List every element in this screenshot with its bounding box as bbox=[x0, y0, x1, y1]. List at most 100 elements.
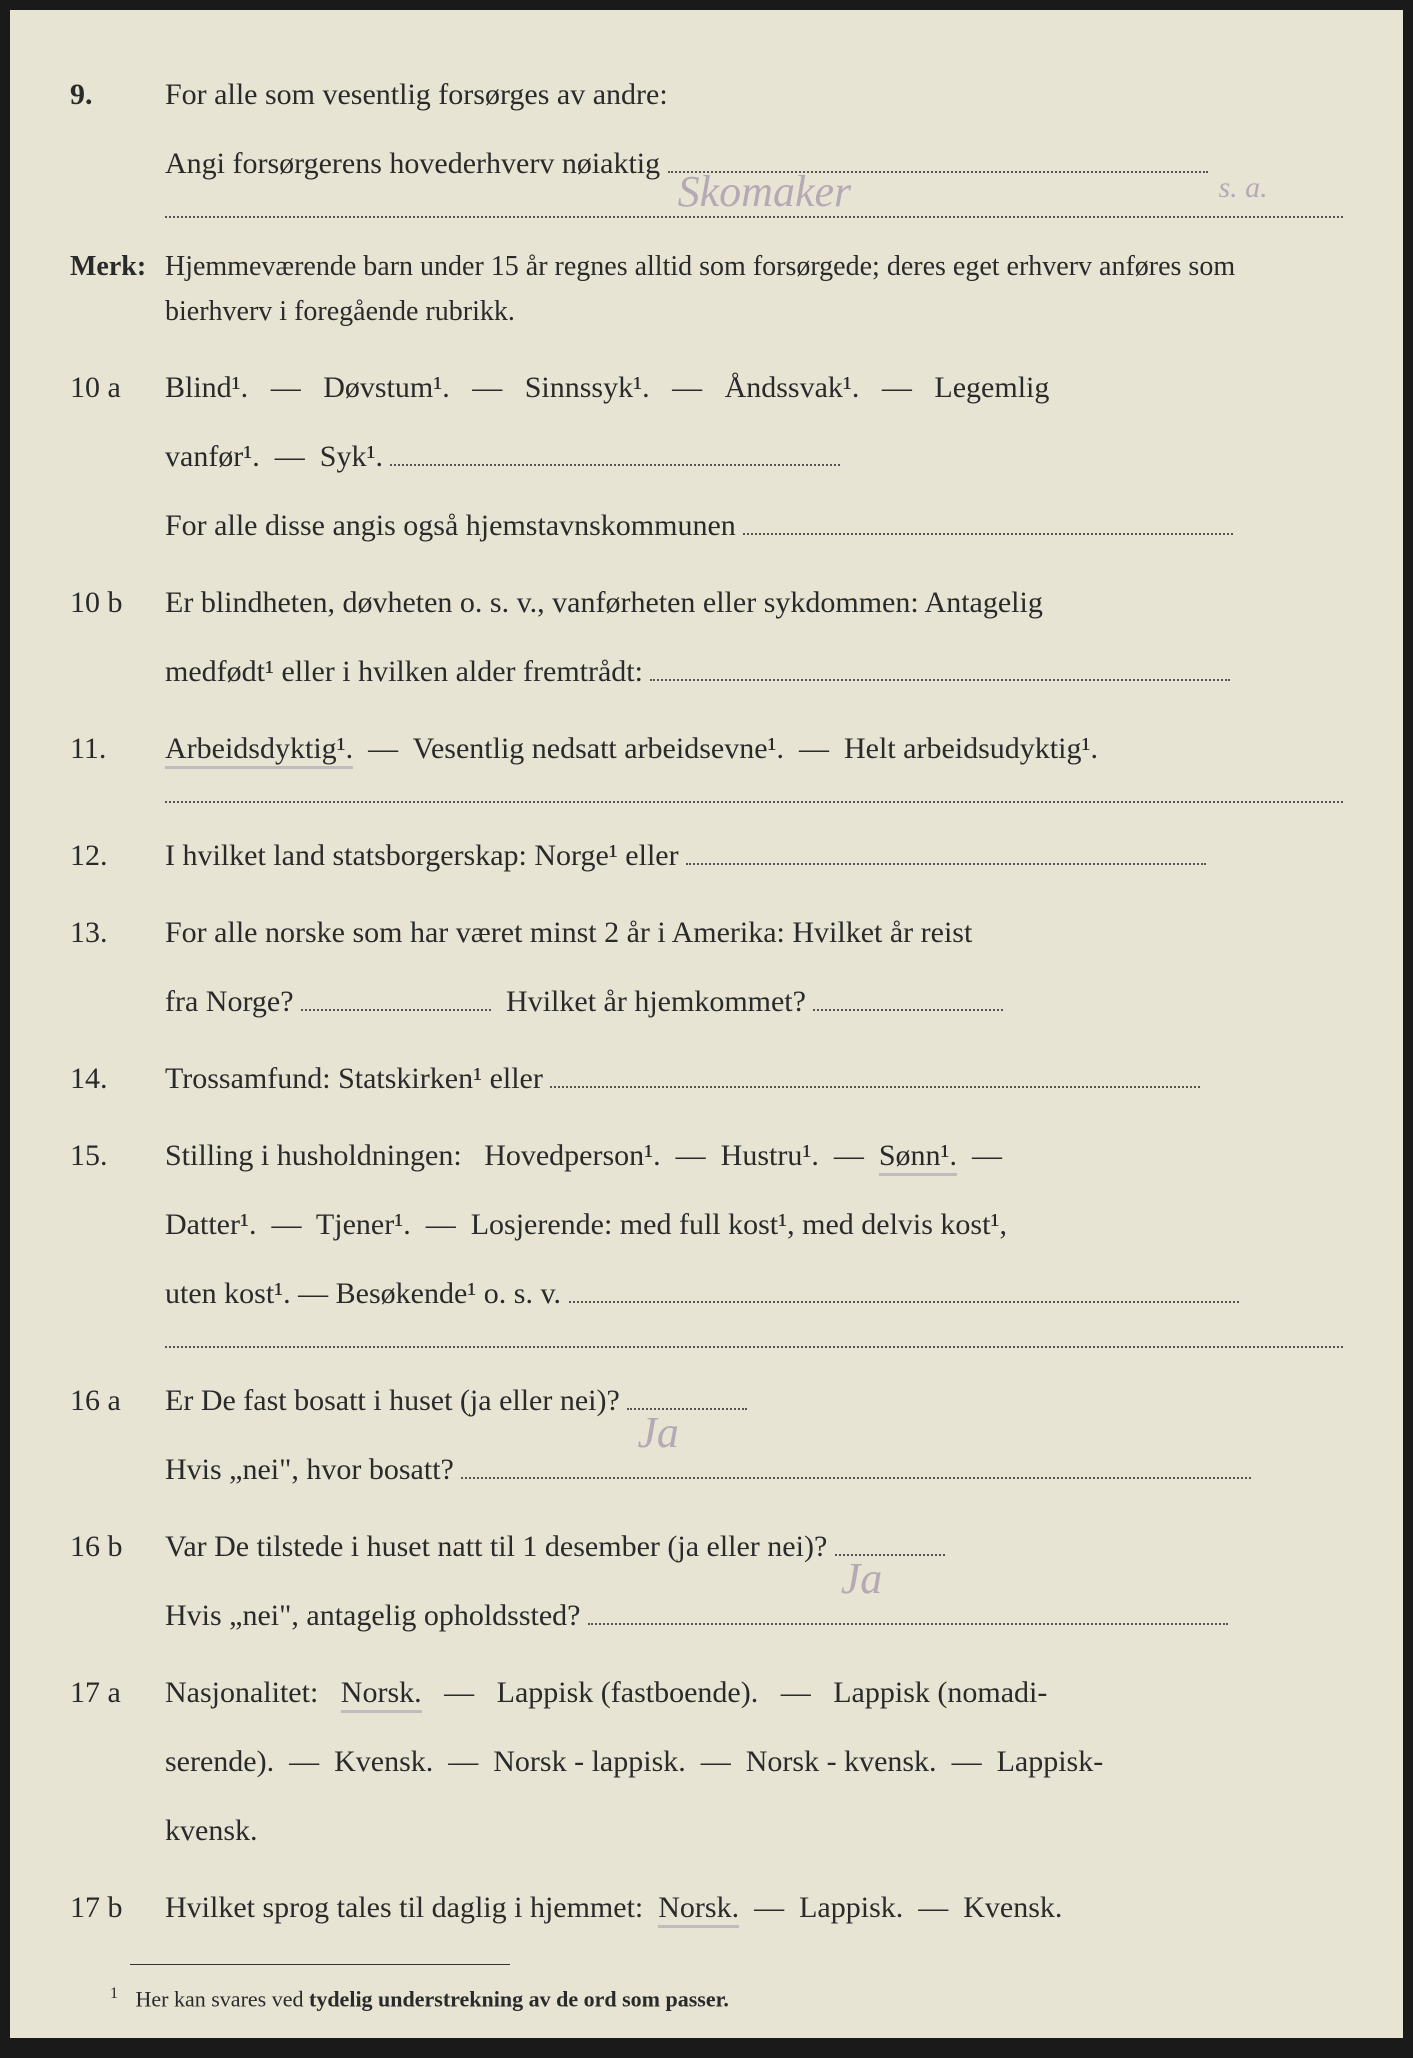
q17a-opt-selected: Norsk. bbox=[341, 1676, 422, 1713]
question-17a: 17 a Nasjonalitet: Norsk. — Lappisk (fas… bbox=[70, 1658, 1343, 1865]
q17a-opt: serende). bbox=[165, 1745, 274, 1778]
q12-content: I hvilket land statsborgerskap: Norge¹ e… bbox=[165, 821, 1343, 890]
q10b-line2: medfødt¹ eller i hvilken alder fremtrådt… bbox=[165, 655, 643, 688]
q14-content: Trossamfund: Statskirken¹ eller bbox=[165, 1044, 1343, 1113]
question-16a: 16 a Er De fast bosatt i huset (ja eller… bbox=[70, 1366, 1343, 1504]
q15-opt: Datter¹. bbox=[165, 1208, 256, 1241]
q10a-opt: Sinnssyk¹. bbox=[525, 371, 650, 404]
q16a-line2: Hvis „nei", hvor bosatt? bbox=[165, 1453, 454, 1486]
q14-text: Trossamfund: Statskirken¹ eller bbox=[165, 1062, 543, 1095]
merk-label: Merk: bbox=[70, 236, 165, 298]
q16a-content: Er De fast bosatt i huset (ja eller nei)… bbox=[165, 1366, 1343, 1504]
q11-opt: Helt arbeidsudyktig¹. bbox=[844, 732, 1098, 765]
q13-fill1 bbox=[301, 1009, 491, 1011]
q16b-number: 16 b bbox=[70, 1514, 165, 1580]
q17a-opt: Norsk - kvensk. bbox=[746, 1745, 937, 1778]
q17a-number: 17 a bbox=[70, 1660, 165, 1726]
q15-number: 15. bbox=[70, 1123, 165, 1189]
q15-pre: Stilling i husholdningen: bbox=[165, 1139, 462, 1172]
footnote-rule bbox=[130, 1964, 510, 1965]
q9-fill-line: Skomaker s. a. bbox=[668, 171, 1208, 173]
q16a-number: 16 a bbox=[70, 1368, 165, 1434]
question-9: 9. For alle som vesentlig forsørges av a… bbox=[70, 60, 1343, 198]
q17a-pre: Nasjonalitet: bbox=[165, 1676, 318, 1709]
q17b-number: 17 b bbox=[70, 1875, 165, 1941]
q15-opt: Hovedperson¹. bbox=[484, 1139, 660, 1172]
q9-handwritten-answer: Skomaker bbox=[678, 141, 852, 242]
q11-opt: Arbeidsdyktig¹. bbox=[165, 732, 353, 769]
q10a-opt: vanfør¹. bbox=[165, 440, 260, 473]
question-10a: 10 a Blind¹. — Døvstum¹. — Sinnssyk¹. — … bbox=[70, 353, 1343, 560]
q17b-content: Hvilket sprog tales til daglig i hjemmet… bbox=[165, 1873, 1343, 1942]
merk-note: Merk: Hjemmeværende barn under 15 år reg… bbox=[70, 236, 1343, 335]
q10a-opt: Åndssvak¹. bbox=[725, 371, 860, 404]
q12-text: I hvilket land statsborgerskap: Norge¹ e… bbox=[165, 839, 679, 872]
q15-fill bbox=[569, 1301, 1239, 1303]
q16a-fill2 bbox=[461, 1477, 1251, 1479]
q13-content: For alle norske som har været minst 2 år… bbox=[165, 898, 1343, 1036]
q11-number: 11. bbox=[70, 716, 165, 782]
footnote-bold: tydelig understrekning av de ord som pas… bbox=[309, 1986, 729, 2011]
q16b-content: Var De tilstede i huset natt til 1 desem… bbox=[165, 1512, 1343, 1650]
q10a-content: Blind¹. — Døvstum¹. — Sinnssyk¹. — Åndss… bbox=[165, 353, 1343, 560]
census-form-page: 9. For alle som vesentlig forsørges av a… bbox=[10, 10, 1403, 2038]
question-12: 12. I hvilket land statsborgerskap: Norg… bbox=[70, 821, 1343, 890]
question-13: 13. For alle norske som har været minst … bbox=[70, 898, 1343, 1036]
q13-line2b: Hvilket år hjemkommet? bbox=[506, 985, 806, 1018]
footnote-number: 1 bbox=[110, 1985, 118, 2002]
q15-content: Stilling i husholdningen: Hovedperson¹. … bbox=[165, 1121, 1343, 1328]
q17b-pre: Hvilket sprog tales til daglig i hjemmet… bbox=[165, 1891, 643, 1924]
q9-line2-pre: Angi forsørgerens hovederhverv nøiaktig bbox=[165, 147, 660, 180]
q11-content: Arbeidsdyktig¹. — Vesentlig nedsatt arbe… bbox=[165, 714, 1343, 783]
q11-opt: Vesentlig nedsatt arbeidsevne¹. bbox=[413, 732, 784, 765]
q16b-line2: Hvis „nei", antagelig opholdssted? bbox=[165, 1599, 581, 1632]
q10a-fill2 bbox=[743, 533, 1233, 535]
q10a-line3: For alle disse angis også hjemstavnskomm… bbox=[165, 509, 736, 542]
divider bbox=[165, 801, 1343, 803]
q15-line3: uten kost¹. — Besøkende¹ o. s. v. bbox=[165, 1277, 561, 1310]
q17b-opt-selected: Norsk. bbox=[658, 1891, 739, 1928]
q10b-number: 10 b bbox=[70, 570, 165, 636]
q13-line1: For alle norske som har været minst 2 år… bbox=[165, 916, 972, 949]
question-17b: 17 b Hvilket sprog tales til daglig i hj… bbox=[70, 1873, 1343, 1942]
q16a-line1: Er De fast bosatt i huset (ja eller nei)… bbox=[165, 1384, 620, 1417]
q17a-opt: Lappisk (nomadi- bbox=[833, 1676, 1047, 1709]
merk-text: Hjemmeværende barn under 15 år regnes al… bbox=[165, 245, 1343, 335]
q16b-hand: Ja bbox=[841, 1528, 883, 1629]
question-16b: 16 b Var De tilstede i huset natt til 1 … bbox=[70, 1512, 1343, 1650]
question-11: 11. Arbeidsdyktig¹. — Vesentlig nedsatt … bbox=[70, 714, 1343, 783]
q10b-content: Er blindheten, døvheten o. s. v., vanfør… bbox=[165, 568, 1343, 706]
q14-fill bbox=[550, 1086, 1200, 1088]
q17b-opt: Lappisk. bbox=[799, 1891, 903, 1924]
q16a-hand: Ja bbox=[637, 1382, 679, 1483]
q14-number: 14. bbox=[70, 1046, 165, 1112]
question-10b: 10 b Er blindheten, døvheten o. s. v., v… bbox=[70, 568, 1343, 706]
divider bbox=[165, 1346, 1343, 1348]
q9-line1: For alle som vesentlig forsørges av andr… bbox=[165, 78, 668, 111]
q17a-opt: Kvensk. bbox=[334, 1745, 433, 1778]
q15-rest: Losjerende: med full kost¹, med delvis k… bbox=[471, 1208, 1007, 1241]
q17a-opt: Lappisk- bbox=[997, 1745, 1104, 1778]
q17a-line3: kvensk. bbox=[165, 1814, 258, 1847]
q15-opt: Tjener¹. bbox=[316, 1208, 411, 1241]
q12-fill bbox=[686, 863, 1206, 865]
q17a-content: Nasjonalitet: Norsk. — Lappisk (fastboen… bbox=[165, 1658, 1343, 1865]
q10a-opt: Døvstum¹. bbox=[323, 371, 450, 404]
q16b-fill: Ja bbox=[835, 1554, 945, 1556]
q16a-fill: Ja bbox=[627, 1408, 747, 1410]
q16b-line1: Var De tilstede i huset natt til 1 desem… bbox=[165, 1530, 827, 1563]
question-14: 14. Trossamfund: Statskirken¹ eller bbox=[70, 1044, 1343, 1113]
q10b-line1: Er blindheten, døvheten o. s. v., vanfør… bbox=[165, 586, 1043, 619]
footnote-pre: Her kan svares ved bbox=[136, 1986, 310, 2011]
q16b-fill2 bbox=[588, 1623, 1228, 1625]
q10a-number: 10 a bbox=[70, 355, 165, 421]
q13-number: 13. bbox=[70, 900, 165, 966]
q15-opt-selected: Sønn¹. bbox=[879, 1139, 957, 1176]
q13-fill2 bbox=[813, 1009, 1003, 1011]
q9-hand-suffix: s. a. bbox=[1218, 153, 1267, 222]
q10a-opt: Syk¹. bbox=[320, 440, 383, 473]
q13-line2a: fra Norge? bbox=[165, 985, 294, 1018]
q10b-fill bbox=[650, 679, 1230, 681]
q10a-fill bbox=[390, 464, 840, 466]
q9-number: 9. bbox=[70, 62, 165, 128]
